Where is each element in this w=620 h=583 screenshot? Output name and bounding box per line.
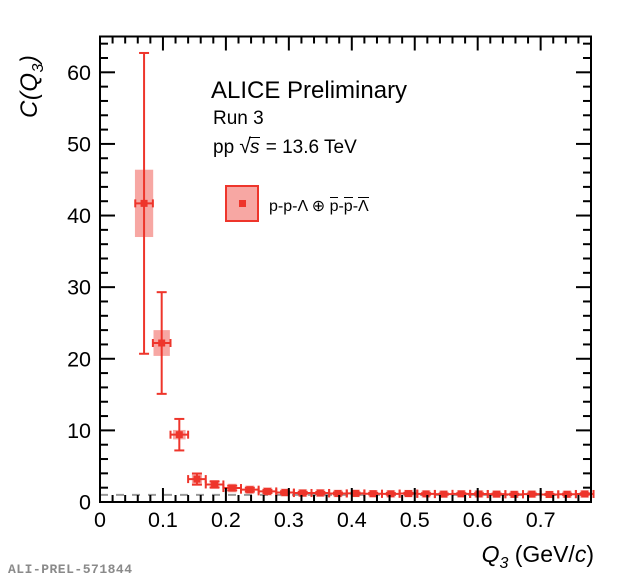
y-tick-label: 10 (67, 419, 91, 443)
data-point-marker (334, 489, 342, 497)
legend-swatch (225, 185, 259, 222)
x-tick-label: 0.1 (148, 508, 178, 532)
x-tick-label: 0.4 (337, 508, 367, 532)
y-tick-label: 20 (67, 347, 91, 371)
data-point-marker (263, 487, 271, 495)
data-point-marker (581, 490, 589, 498)
x-tick-label: 0.6 (463, 508, 493, 532)
data-point-marker (140, 199, 148, 207)
x-tick-label: 0.7 (526, 508, 556, 532)
data-point-marker (528, 490, 536, 498)
data-point-marker (457, 490, 465, 498)
run-label: Run 3 (213, 108, 264, 129)
legend-entry-label: p-p-Λ ⊕ p-p-Λ (269, 197, 369, 215)
y-axis-title-c: C (16, 100, 43, 118)
data-point-marker (422, 490, 430, 498)
data-point-marker (158, 339, 166, 347)
data-point-marker (369, 490, 377, 498)
data-point-marker (246, 486, 254, 494)
x-tick-label: 0.5 (400, 508, 430, 532)
data-point-marker (475, 490, 483, 498)
x-tick-label: 0.2 (211, 508, 241, 532)
legend-marker-icon (239, 200, 246, 207)
x-axis-title: Q3 (GeV/c) (481, 541, 594, 572)
y-tick-label: 30 (67, 276, 91, 300)
data-point-marker (387, 490, 395, 498)
y-tick-label: 40 (67, 204, 91, 228)
data-point-marker (545, 490, 553, 498)
sqrt-symbol: √ (239, 135, 251, 158)
y-axis-title: C(Q3) (16, 54, 47, 118)
x-tick-label: 0 (94, 508, 106, 532)
y-tick-label: 0 (79, 491, 91, 515)
data-point-marker (352, 489, 360, 497)
data-point-marker (510, 490, 518, 498)
data-point-marker (281, 489, 289, 497)
data-point-marker (175, 431, 183, 439)
data-point-marker (316, 489, 324, 497)
experiment-label: ALICE Preliminary (211, 77, 408, 104)
x-tick-label: 0.3 (274, 508, 304, 532)
data-series (134, 51, 595, 499)
y-tick-label: 50 (67, 132, 91, 156)
data-point-marker (440, 490, 448, 498)
data-point-marker (404, 490, 412, 498)
data-point-marker (211, 480, 219, 488)
data-point-marker (299, 489, 307, 497)
y-tick-label: 60 (67, 61, 91, 85)
data-point-marker (563, 490, 571, 498)
data-point-marker (193, 475, 201, 483)
figure-id-label: ALI-PREL-571844 (8, 562, 133, 577)
data-point-marker (228, 484, 236, 492)
collision-energy-label: pp √s = 13.6 TeV (213, 135, 357, 158)
plot-frame (99, 35, 592, 503)
data-point-marker (493, 490, 501, 498)
